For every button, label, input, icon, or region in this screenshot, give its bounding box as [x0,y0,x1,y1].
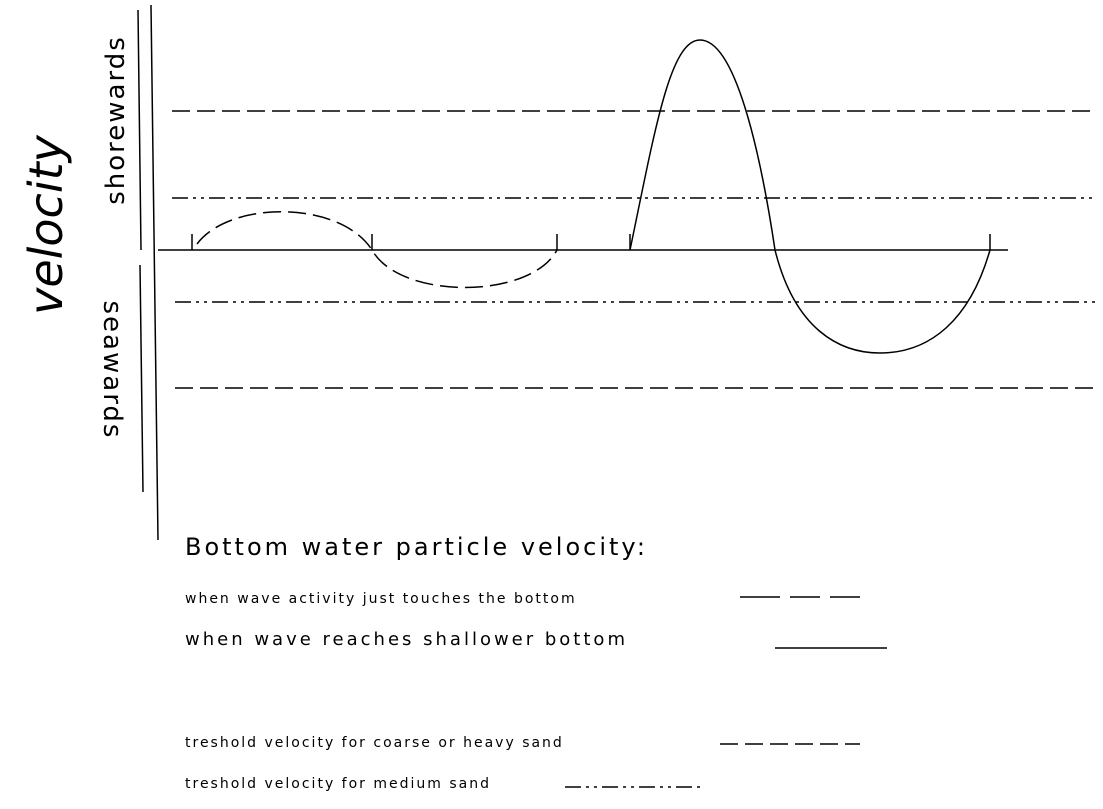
legend-item: when wave reaches shallower bottom [185,629,628,650]
vertical-axis [150,4,159,541]
axis-label: velocity [19,134,73,315]
legend-title: Bottom water particle velocity: [185,533,648,561]
legend-item: when wave activity just touches the bott… [185,591,577,607]
down-label: seawards [97,301,127,440]
up-bracket [137,9,142,251]
wave-touches-bottom [196,211,558,289]
legend-item: treshold velocity for medium sand [185,776,491,792]
down-bracket [139,264,144,493]
ticks [191,234,991,250]
up-label: shorewards [101,35,131,205]
wave-shallow-bottom [629,39,991,354]
legend-item: treshold velocity for coarse or heavy sa… [185,735,564,751]
